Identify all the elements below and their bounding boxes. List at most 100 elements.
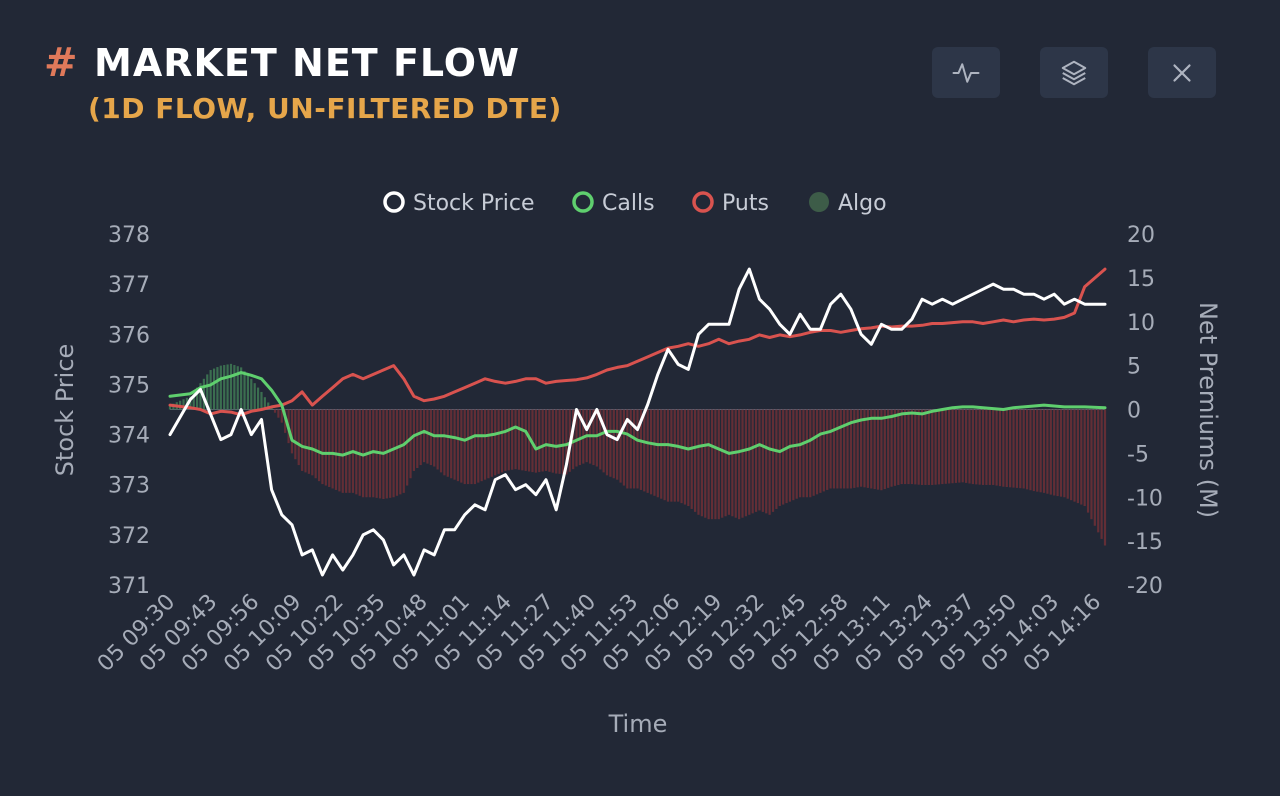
algo-bar <box>643 409 646 492</box>
algo-bar <box>829 409 832 489</box>
algo-bar <box>1073 409 1076 502</box>
algo-bar <box>785 409 788 504</box>
algo-bar <box>494 409 497 476</box>
algo-bar <box>189 396 192 410</box>
algo-bar <box>263 397 266 410</box>
algo-bar <box>1083 409 1086 507</box>
left-tick-label: 373 <box>108 474 150 499</box>
algo-bar <box>866 409 869 488</box>
algo-bar <box>744 409 748 517</box>
algo-bar <box>361 409 365 498</box>
algo-bar <box>246 374 250 410</box>
algo-bar <box>314 409 317 479</box>
algo-bar <box>822 409 825 492</box>
algo-bar <box>1012 409 1015 488</box>
algo-bar <box>981 409 985 485</box>
legend-marker <box>383 191 405 213</box>
algo-bar <box>575 409 578 467</box>
algo-bar <box>629 409 632 489</box>
algo-bar <box>1056 409 1059 497</box>
algo-bar <box>805 409 808 498</box>
algo-bar <box>446 409 449 477</box>
algo-bar <box>809 409 812 498</box>
algo-bar <box>649 409 653 495</box>
algo-bar <box>490 409 493 477</box>
algo-bar <box>876 409 880 490</box>
algo-bar <box>338 409 341 492</box>
algo-bar <box>622 409 626 486</box>
algo-bar <box>416 409 419 468</box>
right-tick-label: -15 <box>1127 530 1163 555</box>
algo-bar <box>443 409 446 476</box>
y-axis-left-title: Stock Price <box>51 344 79 477</box>
algo-bar <box>1019 409 1022 489</box>
algo-bar <box>433 409 436 467</box>
algo-bar <box>1049 409 1052 495</box>
algo-bar <box>548 409 551 472</box>
algo-bar <box>619 409 622 483</box>
algo-bar <box>209 370 212 410</box>
algo-bar <box>453 409 456 480</box>
algo-bar <box>917 409 920 485</box>
algo-bar <box>792 409 795 501</box>
legend-item: Stock Price <box>383 191 535 216</box>
algo-bar <box>192 391 195 410</box>
algo-bar <box>687 409 690 507</box>
algo-bar <box>1100 409 1103 539</box>
algo-bar <box>995 409 998 486</box>
algo-bar <box>294 409 297 460</box>
algo-bar <box>260 391 263 410</box>
algo-bar <box>931 409 934 485</box>
algo-bar <box>673 409 676 502</box>
algo-bar <box>250 378 253 410</box>
algo-bar <box>710 409 714 520</box>
algo-bar <box>605 409 609 476</box>
algo-bar <box>941 409 944 485</box>
algo-bar <box>727 409 731 515</box>
algo-bar <box>256 387 260 410</box>
toolbar <box>932 47 1216 98</box>
y-axis-right-title: Net Premiums (M) <box>1194 302 1222 518</box>
algo-bar <box>426 409 429 464</box>
algo-bar <box>1022 409 1025 489</box>
algo-bar <box>1039 409 1042 493</box>
algo-bar <box>900 409 903 485</box>
algo-bar <box>897 409 900 485</box>
algo-bar <box>683 409 687 505</box>
algo-bar <box>680 409 683 504</box>
algo-bar <box>1029 409 1032 491</box>
algo-bar <box>328 409 331 488</box>
algo-bar <box>975 409 978 485</box>
algo-bar <box>1053 409 1056 496</box>
close-icon <box>1173 63 1191 82</box>
algo-bar <box>1097 409 1100 533</box>
algo-bar <box>944 409 947 484</box>
algo-bar <box>704 409 707 518</box>
algo-bar <box>843 409 846 489</box>
close-button[interactable] <box>1148 47 1216 98</box>
activity-button[interactable] <box>932 47 1000 98</box>
algo-bar <box>707 409 710 520</box>
algo-bar <box>856 409 859 488</box>
algo-bar <box>273 409 277 413</box>
algo-bar <box>890 409 893 487</box>
right-tick-label: -10 <box>1127 486 1163 511</box>
algo-bar <box>958 409 961 483</box>
algo-bar <box>914 409 917 485</box>
algo-bar <box>524 409 527 471</box>
algo-bar <box>690 409 693 509</box>
algo-bar <box>859 409 863 487</box>
algo-bar <box>199 383 202 410</box>
algo-bar <box>595 409 598 467</box>
algo-bar <box>985 409 988 485</box>
algo-bar <box>480 409 483 482</box>
algo-bar <box>954 409 958 483</box>
algo-bar <box>1086 409 1090 513</box>
algo-bar <box>321 409 324 485</box>
algo-bar <box>700 409 703 517</box>
layers-button[interactable] <box>1040 47 1108 98</box>
algo-bar <box>538 409 541 473</box>
algo-bar <box>1015 409 1019 488</box>
algo-bar <box>677 409 680 502</box>
layers-icon <box>1061 60 1087 85</box>
